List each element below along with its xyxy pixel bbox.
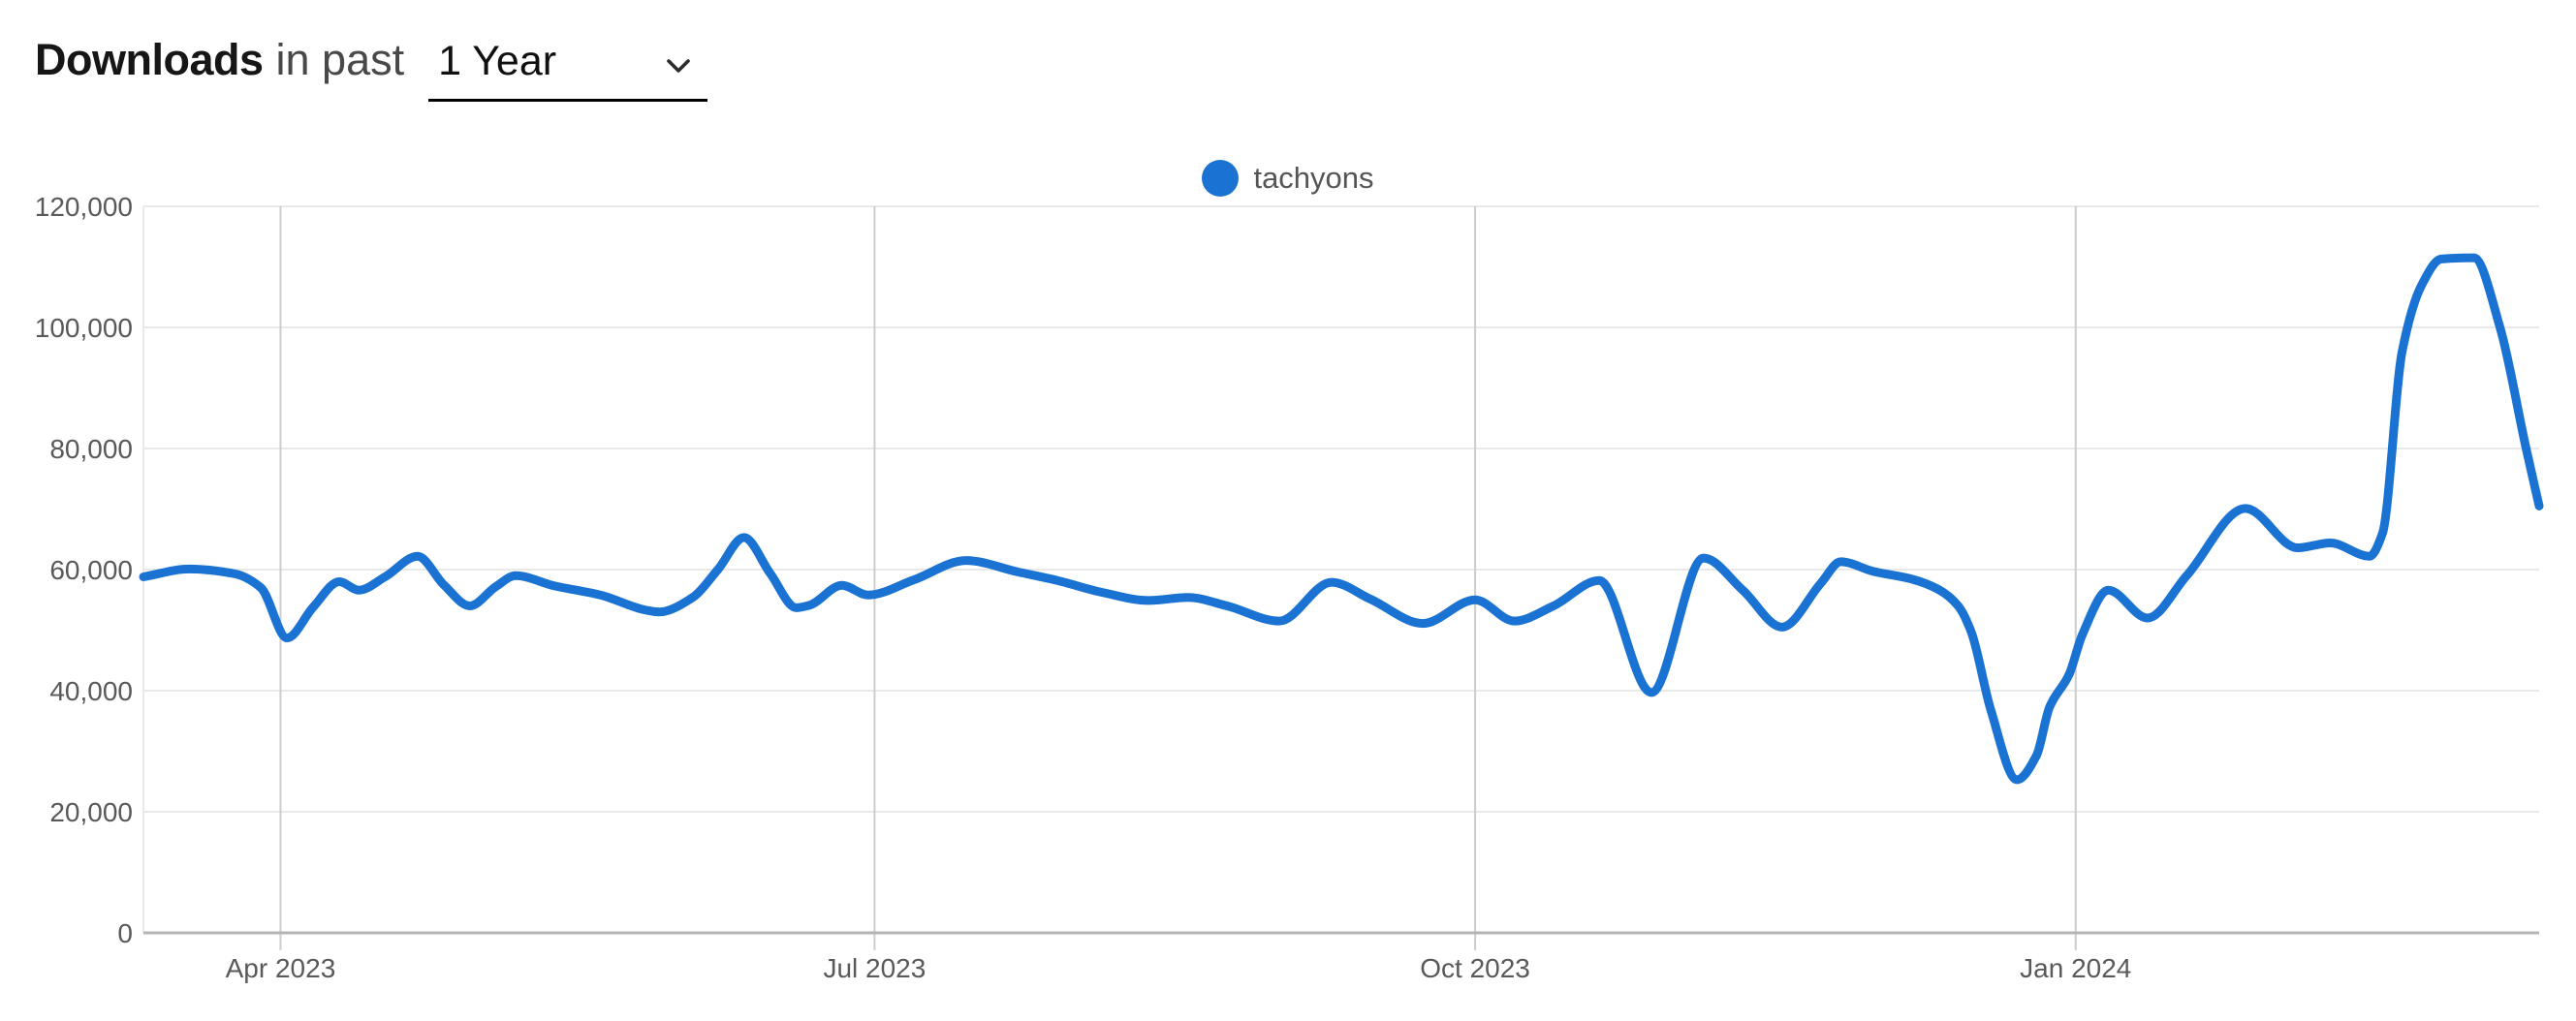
legend-item-tachyons[interactable]: tachyons (0, 160, 2576, 197)
y-tick-label: 20,000 (49, 797, 133, 827)
chevron-down-icon (667, 58, 690, 73)
y-tick-label: 0 (117, 918, 133, 948)
legend-dot-icon (1202, 160, 1240, 197)
period-select[interactable]: 1 Year (428, 38, 708, 102)
x-tick-label: Jul 2023 (823, 953, 926, 983)
x-tick-label: Apr 2023 (226, 953, 336, 983)
page-title-in-past: in past (275, 35, 405, 84)
y-tick-label: 120,000 (35, 192, 133, 222)
x-tick-label: Jan 2024 (2020, 953, 2131, 983)
page-title: Downloads in past 1 Year (35, 35, 708, 102)
y-tick-label: 40,000 (49, 676, 133, 706)
period-select-value: 1 Year (438, 38, 557, 84)
legend-label: tachyons (1253, 161, 1374, 195)
downloads-series-line (139, 253, 2544, 785)
page-title-downloads: Downloads (35, 35, 264, 84)
y-tick-label: 100,000 (35, 313, 133, 343)
y-tick-label: 80,000 (49, 434, 133, 464)
y-tick-label: 60,000 (49, 555, 133, 585)
x-tick-label: Oct 2023 (1420, 953, 1530, 983)
